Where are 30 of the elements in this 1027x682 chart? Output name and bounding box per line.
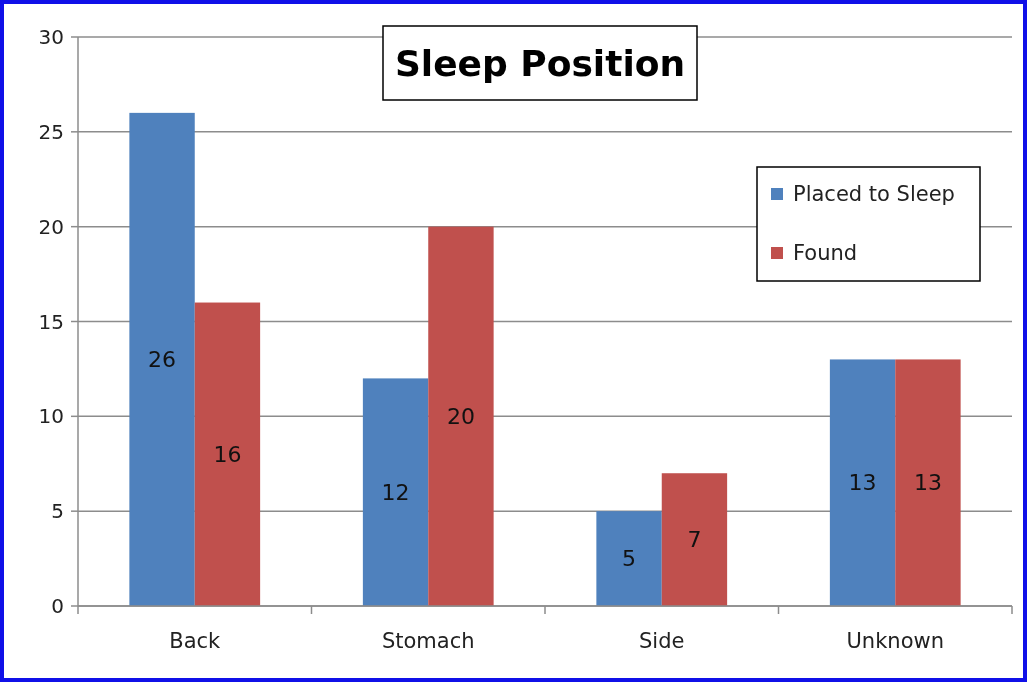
bar [661,473,728,606]
data-label: 12 [381,479,410,505]
bar [194,302,261,606]
y-tick-label: 25 [38,119,64,144]
legend-label: Found [793,241,858,266]
bar [362,378,429,606]
x-tick-label: Side [639,629,685,653]
y-tick-label: 30 [38,25,64,49]
data-label: 5 [622,546,637,572]
x-tick-label: Stomach [381,629,475,653]
x-tick-label: Back [169,629,222,653]
data-label: 7 [687,527,702,553]
data-label: 13 [913,470,942,496]
x-tick-label: Unknown [846,629,944,653]
y-tick-label: 5 [51,499,64,524]
bar [596,511,662,606]
data-label: 20 [446,404,475,430]
bar [829,359,896,606]
y-tick-label: 0 [51,594,64,618]
bar [129,112,195,606]
legend-label: Placed to Sleep [793,182,955,207]
chart-title: Sleep Position [394,42,686,84]
y-tick-label: 15 [38,309,64,334]
y-tick-label: 10 [38,404,64,429]
data-label: 26 [148,347,177,373]
y-tick-label: 20 [38,214,64,239]
bar [428,226,494,606]
data-label: 13 [848,470,877,496]
bar [895,359,961,606]
data-label: 16 [213,441,242,467]
